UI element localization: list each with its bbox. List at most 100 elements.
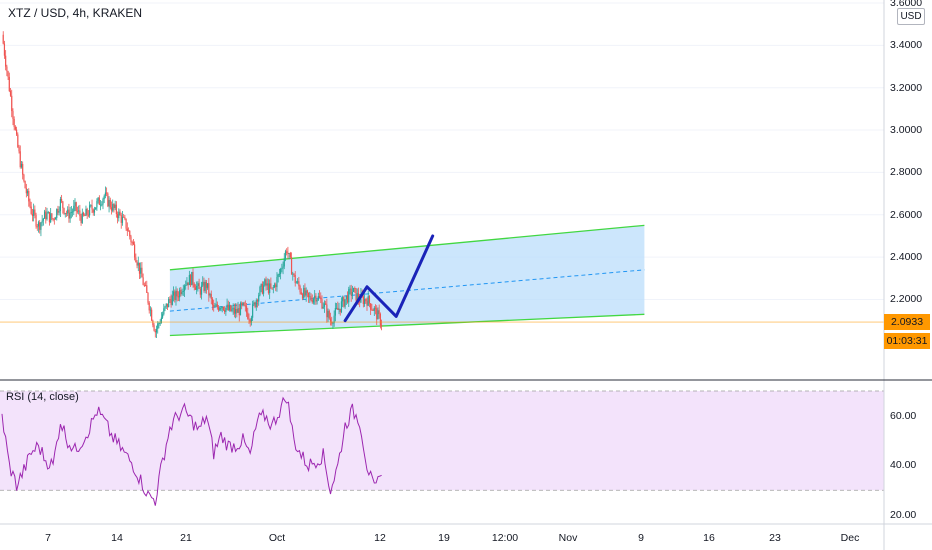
candle-body [183, 285, 186, 291]
candle-body [104, 192, 107, 196]
candle-body [259, 286, 261, 296]
candle-body [260, 283, 262, 287]
candle-body [262, 285, 265, 294]
candle-body [346, 295, 349, 303]
candle-body [256, 300, 259, 302]
parallel-channel-drawing[interactable] [169, 224, 645, 337]
candlestick-series [0, 31, 884, 339]
candle-body [25, 188, 27, 194]
candle-body [254, 302, 256, 308]
currency-button[interactable]: USD [897, 8, 925, 25]
candle-body [298, 281, 300, 287]
candle-body [164, 306, 166, 309]
rsi-tick-label: 60.00 [890, 409, 917, 422]
time-tick-label: 7 [45, 532, 51, 544]
candle-body [76, 210, 79, 212]
candle-body [109, 199, 111, 208]
candle-body [166, 303, 169, 308]
candle-body [196, 285, 198, 290]
candle-body [18, 147, 20, 152]
candle-body [317, 296, 319, 300]
candle-body [136, 262, 138, 266]
candle-body [42, 218, 44, 221]
candle-body [91, 205, 93, 210]
candle-body [231, 309, 233, 311]
candle-body [362, 296, 364, 304]
candle-body [64, 213, 66, 214]
candle-body [315, 295, 317, 302]
time-tick-label: Nov [558, 532, 578, 544]
candle-body [299, 286, 301, 293]
candle-body [135, 257, 137, 263]
candle-body [51, 213, 53, 219]
candle-body [266, 283, 268, 286]
projection-drawing[interactable] [343, 234, 435, 323]
time-tick-label: 16 [703, 532, 715, 544]
candle-body [293, 273, 295, 276]
candle-body [280, 268, 282, 274]
candle-body [7, 71, 9, 77]
candle-body [376, 308, 378, 320]
candle-body [174, 291, 176, 301]
candle-body [281, 268, 283, 270]
candle-body [138, 262, 141, 274]
candle-body [282, 266, 284, 269]
candle-body [271, 287, 273, 289]
candle-body [24, 181, 26, 189]
candle-body [368, 296, 371, 304]
candle-body [82, 212, 85, 216]
candle-body [321, 299, 323, 309]
price-tick-label: 2.6000 [890, 208, 923, 221]
candle-body [98, 197, 100, 205]
candle-body [202, 281, 204, 286]
bar-countdown-tag: 01:03:31 [884, 333, 930, 349]
candle-body [208, 283, 210, 296]
candle-body [203, 281, 205, 291]
candle-body [132, 242, 134, 245]
candle-body [306, 290, 308, 293]
candle-body [39, 222, 41, 230]
candle-body [158, 323, 160, 325]
candle-body [70, 212, 72, 213]
candle-body [90, 205, 92, 207]
candle-body [110, 207, 113, 211]
candle-body [73, 205, 75, 212]
time-tick-label: Dec [840, 532, 860, 544]
candle-body [239, 303, 242, 316]
candle-body [242, 302, 244, 306]
candle-body [379, 314, 381, 326]
candle-body [78, 210, 80, 212]
candle-body [269, 283, 271, 293]
rsi-legend[interactable]: RSI (14, close) [6, 391, 79, 403]
candle-body [148, 302, 150, 311]
candle-body [108, 199, 110, 207]
candle-body [59, 199, 61, 212]
candle-body [217, 307, 220, 311]
projection-path [343, 234, 435, 323]
candle-body [48, 211, 51, 223]
candle-body [63, 208, 65, 214]
symbol-legend[interactable]: XTZ / USD, 4h, KRAKEN [8, 6, 143, 20]
candle-body [36, 226, 38, 228]
candle-body [126, 228, 128, 231]
candle-body [355, 288, 357, 301]
candle-body [114, 204, 116, 209]
candle-body [331, 321, 333, 324]
candle-body [61, 199, 63, 202]
candle-body [155, 328, 158, 333]
candle-body [35, 214, 37, 227]
candle-body [353, 287, 355, 292]
rsi-tick-label: 40.00 [890, 459, 917, 472]
candle-body [17, 134, 19, 148]
candle-body [214, 306, 216, 308]
candle-body [3, 43, 6, 56]
channel-lower-line [169, 313, 645, 337]
candle-body [102, 199, 104, 205]
candle-body [309, 296, 311, 298]
candle-body [344, 299, 346, 307]
candle-body [303, 287, 305, 299]
candle-body [213, 305, 215, 307]
price-tick-label: 3.2000 [890, 81, 923, 94]
